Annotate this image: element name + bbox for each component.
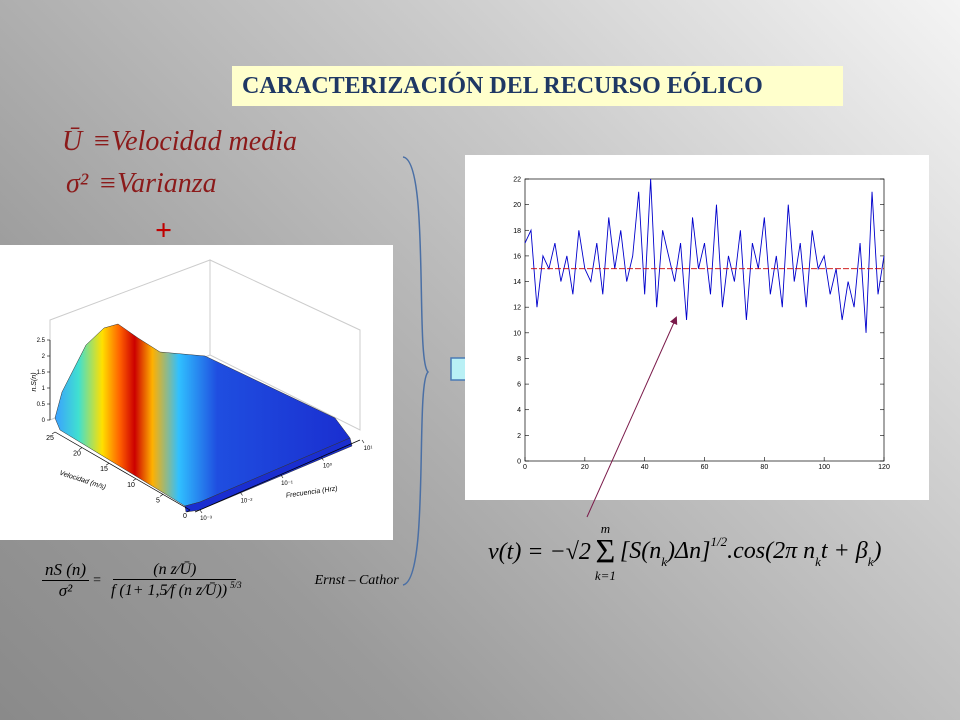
sum-sign: Σ bbox=[595, 533, 616, 570]
y-tick-label: 16 bbox=[513, 253, 521, 260]
side-wall bbox=[209, 259, 361, 431]
x-tick bbox=[51, 431, 56, 435]
x-tick-label: 20 bbox=[73, 451, 81, 458]
rhs-denominator-text: f (1+ 1,5⁄f (n z⁄Ū)) bbox=[110, 581, 228, 599]
y-tick bbox=[361, 439, 365, 444]
exponent: 5/3 bbox=[230, 580, 242, 591]
rhs-denominator: f (1+ 1,5⁄f (n z⁄Ū)) 5/3 bbox=[105, 580, 245, 599]
z-tick-label: 1.5 bbox=[37, 370, 46, 376]
z-tick-label: 0.5 bbox=[37, 402, 46, 408]
y-tick-label: 2 bbox=[517, 433, 521, 440]
x-tick-label: 60 bbox=[701, 464, 709, 471]
x-tick-label: 20 bbox=[581, 464, 589, 471]
y-tick bbox=[280, 474, 284, 479]
definition-text: ≡Velocidad media bbox=[92, 126, 297, 157]
x-tick-label: 120 bbox=[878, 464, 890, 471]
x-tick-label: 10 bbox=[127, 482, 135, 489]
brace bbox=[402, 156, 430, 586]
spectrum-formula: nS (n) σ² = (n z⁄Ū) f (1+ 1,5⁄f (n z⁄Ū)) 5/… bbox=[42, 560, 399, 601]
definition: σ² ≡Varianza bbox=[66, 168, 217, 200]
x-tick-label: 0 bbox=[183, 513, 187, 520]
model-name: Ernst – Cathor bbox=[314, 572, 399, 588]
y-tick-label: 10⁻² bbox=[241, 499, 253, 505]
z-tick-label: 0 bbox=[42, 418, 46, 424]
x-tick-label: 0 bbox=[523, 464, 527, 471]
y-tick-label: 8 bbox=[517, 356, 521, 363]
y-tick-label: 10⁰ bbox=[323, 463, 333, 470]
x-tick-label: 40 bbox=[641, 464, 649, 471]
x-tick-label: 15 bbox=[100, 466, 108, 473]
formula-part: k bbox=[661, 554, 668, 569]
y-tick-label: 18 bbox=[513, 228, 521, 235]
y-tick-label: 14 bbox=[513, 279, 521, 286]
title: CARACTERIZACIÓN DEL RECURSO EÓLICO bbox=[232, 66, 843, 106]
y-tick-label: 0 bbox=[517, 459, 521, 466]
y-tick-label: 4 bbox=[517, 407, 521, 414]
formula-part: k bbox=[867, 554, 874, 569]
lhs: v(t) = −√2 bbox=[488, 538, 591, 565]
x-tick-label: 25 bbox=[46, 435, 54, 442]
y-tick-label: 10⁻¹ bbox=[281, 481, 293, 487]
x-tick bbox=[186, 509, 191, 513]
formula-part: .cos(2π n bbox=[727, 538, 816, 564]
z-tick-label: 2.5 bbox=[37, 338, 46, 344]
y-tick bbox=[240, 492, 243, 496]
y-tick-label: 12 bbox=[513, 305, 521, 312]
definition-text: ≡Varianza bbox=[98, 168, 217, 199]
y-tick-label: 20 bbox=[513, 202, 521, 209]
formula-part: )Δn] bbox=[667, 538, 711, 564]
formula-part: t + β bbox=[820, 538, 868, 564]
x-tick-label: 5 bbox=[156, 497, 160, 504]
chart-panel bbox=[465, 155, 929, 500]
plus-sign: + bbox=[155, 214, 173, 247]
x-tick bbox=[105, 462, 110, 466]
y-tick-label: 10 bbox=[513, 330, 521, 337]
sum-top: m bbox=[600, 521, 611, 536]
line-chart: 0 20 40 60 80 100 120 0 2 4 6 8 10 12 14 16 18 20 22 bbox=[513, 177, 890, 472]
y-tick-label: 22 bbox=[513, 177, 521, 184]
y-tick bbox=[321, 457, 324, 461]
z-tick-label: 1 bbox=[42, 386, 46, 392]
y-tick-label: 10¹ bbox=[364, 446, 373, 452]
symbol: σ² bbox=[66, 168, 89, 199]
symbol: Ū bbox=[62, 126, 83, 157]
surface-plot: 0 0.5 1 1.5 2 2.5 0 5 10 15 20 25 10⁻³ 10⁻² 10⁻¹ 10⁰ 10¹… bbox=[31, 259, 373, 522]
surface-edge bbox=[184, 437, 353, 513]
y-tick bbox=[199, 509, 203, 514]
y-tick-label: 10⁻³ bbox=[200, 516, 212, 522]
pointer-arrow bbox=[586, 316, 678, 518]
z-tick-label: 2 bbox=[42, 354, 46, 360]
y-tick-label: 6 bbox=[517, 382, 521, 389]
formula-part: ) bbox=[873, 538, 882, 564]
formula-part: 1/2 bbox=[710, 534, 728, 549]
formula-part: k bbox=[815, 554, 821, 569]
x-axis bbox=[54, 431, 191, 511]
formula-body: [S(nk)Δn]1/2.cos(2π nkt + βk) bbox=[620, 534, 882, 570]
lhs-numerator: nS (n) bbox=[42, 560, 90, 581]
y-axis bbox=[194, 439, 361, 513]
lhs-denominator: σ² bbox=[58, 581, 73, 600]
z-axis-label: n.S(n) bbox=[31, 372, 38, 391]
x-tick bbox=[132, 478, 137, 482]
x-tick bbox=[159, 494, 164, 497]
sum-bottom: k=1 bbox=[594, 568, 616, 583]
formula-part: [S(n bbox=[619, 538, 662, 564]
x-tick-label: 100 bbox=[818, 464, 830, 471]
x-tick-label: 80 bbox=[760, 464, 768, 471]
rhs-numerator: (n z⁄Ū) bbox=[113, 561, 237, 581]
equals: = bbox=[93, 572, 101, 588]
definition: Ū ≡Velocidad media bbox=[62, 126, 297, 158]
x-tick bbox=[78, 447, 83, 450]
